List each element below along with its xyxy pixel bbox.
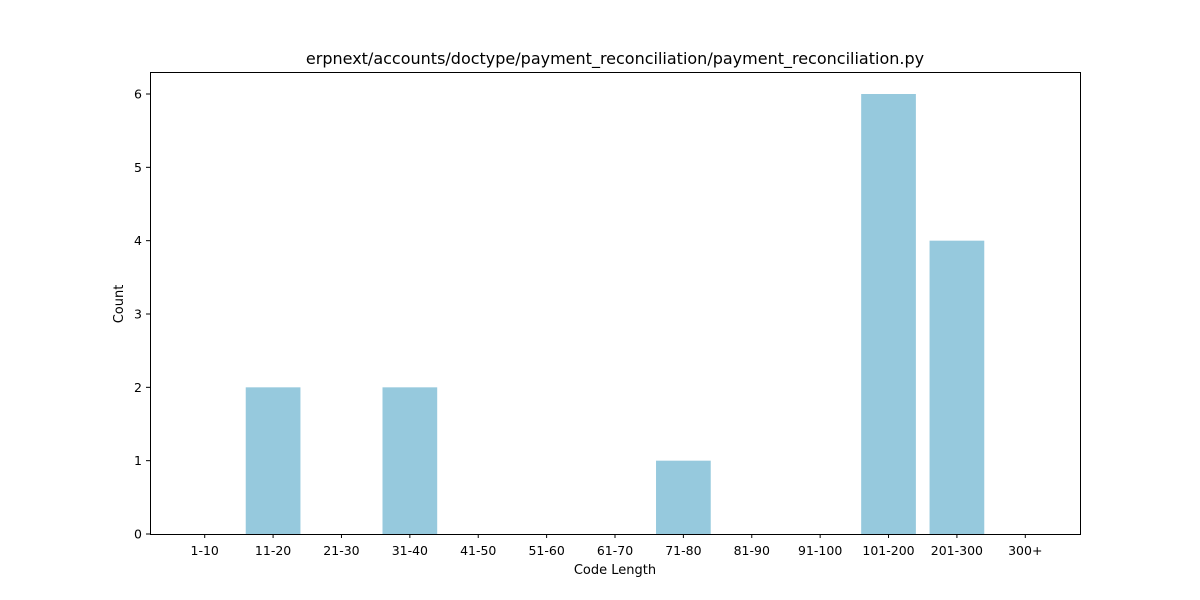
x-tick-label: 41-50 xyxy=(460,543,496,558)
x-tick-label: 51-60 xyxy=(528,543,564,558)
x-tick-label: 201-300 xyxy=(931,543,983,558)
x-tick-label: 1-10 xyxy=(191,543,219,558)
y-tick-label: 1 xyxy=(134,453,142,468)
x-tick-label: 11-20 xyxy=(255,543,291,558)
bars-group xyxy=(245,94,985,534)
y-tick-label: 5 xyxy=(134,160,142,175)
bar-11-20 xyxy=(245,387,301,534)
bar-31-40 xyxy=(382,387,438,534)
x-tick-label: 71-80 xyxy=(665,543,701,558)
x-tick-label: 31-40 xyxy=(392,543,428,558)
x-axis: 1-10 11-20 21-30 31-40 41-50 51-60 61-70 71-80 8… xyxy=(191,534,1042,558)
bar-71-80 xyxy=(656,460,711,534)
x-tick-label: 81-90 xyxy=(734,543,770,558)
x-tick-label: 300+ xyxy=(1008,543,1042,558)
y-tick-label: 2 xyxy=(134,380,142,395)
chart-title: erpnext/accounts/doctype/payment_reconci… xyxy=(306,49,924,69)
y-axis: 0 1 2 3 4 5 6 xyxy=(134,87,150,542)
x-axis-label: Code Length xyxy=(574,563,656,578)
x-tick-label: 61-70 xyxy=(597,543,633,558)
x-tick-label: 91-100 xyxy=(798,543,842,558)
bar-201-300 xyxy=(929,240,985,534)
y-tick-label: 3 xyxy=(134,307,142,322)
y-axis-label: Count xyxy=(112,285,127,324)
x-tick-label: 21-30 xyxy=(323,543,359,558)
y-tick-label: 0 xyxy=(134,527,142,542)
bar-101-200 xyxy=(861,94,916,534)
plot-frame xyxy=(150,72,1081,535)
y-tick-label: 4 xyxy=(134,233,142,248)
y-tick-label: 6 xyxy=(134,87,142,102)
x-tick-label: 101-200 xyxy=(862,543,914,558)
